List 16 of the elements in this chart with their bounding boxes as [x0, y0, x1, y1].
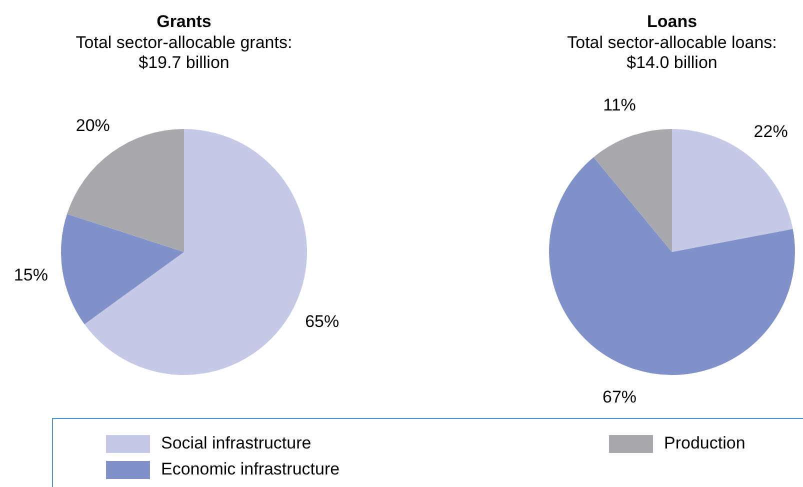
legend-label: Social infrastructure	[161, 433, 312, 452]
legend-label: Production	[664, 433, 746, 452]
data-label: 65%	[305, 312, 340, 331]
pie-slice	[549, 157, 795, 375]
chart-title: Loans	[646, 12, 698, 31]
data-label: 20%	[76, 116, 110, 136]
data-label: 15%	[14, 266, 48, 285]
chart-subtitle: Total sector-allocable grants: $19.7 billion	[76, 33, 292, 72]
pie-slice	[594, 129, 672, 252]
chart-subtitle: Total sector-allocable loans: $14.0 billion	[567, 33, 777, 72]
data-label: 22%	[754, 122, 788, 142]
legend-label: Economic infrastructure	[161, 459, 340, 478]
chart-title: Grants	[156, 12, 212, 31]
pie-slice	[61, 214, 184, 324]
data-label: 11%	[603, 96, 636, 115]
data-label: 67%	[602, 387, 637, 406]
